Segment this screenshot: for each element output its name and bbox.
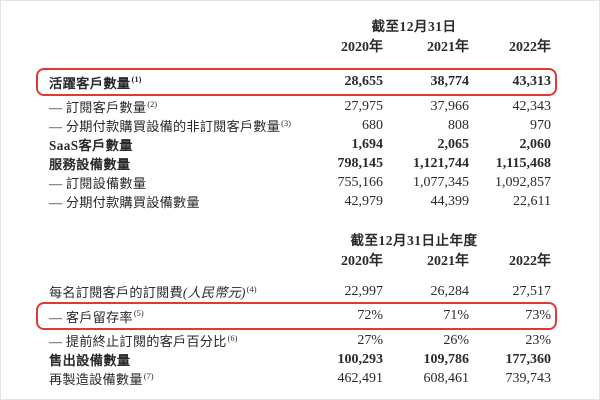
value-2020: 27,975 [344,98,384,114]
value-2021: 808 [448,117,469,133]
row-label-text: — 分期付款購買設備數量 [49,195,200,210]
table-row-remanufactured-devices: 再製造設備數量(7) 462,491 608,461 739,743 [49,369,551,388]
value-2020: 72% [357,308,383,323]
row-label: SaaS客戶數量 [49,135,293,154]
year-header-row: 2020年 2021年 2022年 [49,249,551,270]
value-2022: 43,313 [512,74,552,89]
year-header-2022: 2022年 [509,39,551,55]
value-2021: 2,065 [437,136,470,152]
table-row-devices-in-service: 服務設備數量 798,145 1,121,744 1,115,468 [49,154,551,173]
table-row-subscription-fee-per-customer: 每名訂閱客戶的訂閱費(人民幣元)(4) 22,997 26,284 27,517 [49,282,551,301]
row-label-text: — 客戶留存率 [49,309,133,325]
value-2020: 27% [357,332,383,348]
value-2021: 71% [443,308,469,323]
value-2020: 1,694 [351,136,384,152]
year-header-row: 2020年 2021年 2022年 [49,35,551,56]
row-label: 再製造設備數量(7) [49,369,293,388]
value-2021: 109,786 [423,351,470,367]
row-label: 活躍客戶數量(1) [49,73,293,92]
row-label: — 提前終止訂閱的客戶百分比(6) [49,331,293,350]
row-label: — 分期付款購買設備數量 [49,192,293,211]
value-2022: 73% [525,308,551,323]
footnote-marker: (6) [227,332,238,343]
financial-metrics-table: 截至12月31日 2020年 2021年 2022年 活躍客戶數量(1) 28,… [36,15,557,388]
row-label: 售出設備數量 [49,350,293,369]
period-header: 截至12月31日止年度 [350,233,478,248]
row-label: 每名訂閱客戶的訂閱費(人民幣元)(4) [49,282,293,301]
value-2020: 42,979 [344,193,384,209]
row-label-currency-note: (人民幣元) [182,285,246,300]
footnote-marker: (2) [147,98,158,109]
value-2022: 739,743 [505,370,552,386]
value-2022: 42,343 [512,98,552,114]
value-2022: 2,060 [519,136,552,152]
value-2022: 23% [525,332,551,348]
value-2022: 1,092,857 [495,174,551,190]
row-label-text: 再製造設備數量 [49,372,143,387]
value-2021: 44,399 [430,193,470,209]
row-label: 服務設備數量 [49,154,293,173]
value-2021: 38,774 [430,74,470,89]
table-row-active-customers: 活躍客戶數量(1) 28,655 38,774 43,313 [36,67,557,97]
value-2020: 22,997 [344,283,384,299]
year-header-2022: 2022年 [509,253,551,269]
row-label: — 客戶留存率(5) [49,307,293,326]
footnote-marker: (1) [131,74,142,85]
period-header: 截至12月31日 [371,19,457,34]
value-2020: 100,293 [337,351,384,367]
row-label: — 訂閱設備數量 [49,173,293,192]
row-label: — 分期付款購買設備的非訂閱客戶數量(3) [49,116,293,135]
table-row-customer-retention-rate: — 客戶留存率(5) 72% 71% 73% [36,301,557,331]
footnote-marker: (3) [281,117,292,128]
year-header-2020: 2020年 [341,39,383,55]
table-row-installment-devices: — 分期付款購買設備數量 42,979 44,399 22,611 [49,192,551,211]
year-header-2021: 2021年 [427,253,469,269]
footnote-marker: (7) [143,370,154,381]
row-label-text: 每名訂閱客戶的訂閱費 [49,285,183,300]
table-section-customers: 截至12月31日 2020年 2021年 2022年 活躍客戶數量(1) 28,… [36,15,557,211]
value-2021: 26% [443,332,469,348]
value-2022: 177,360 [505,351,552,367]
value-2020: 755,166 [337,174,384,190]
value-2022: 970 [530,117,551,133]
value-2020: 28,655 [344,74,384,89]
table-row-subscription-devices: — 訂閱設備數量 755,166 1,077,345 1,092,857 [49,173,551,192]
table-row-subscription-customers: — 訂閱客戶數量(2) 27,975 37,966 42,343 [49,97,551,116]
row-label-text: SaaS客戶數量 [49,138,133,153]
value-2021: 26,284 [430,283,470,299]
value-2020: 798,145 [337,155,384,171]
table-section-fees-retention: 截至12月31日止年度 2020年 2021年 2022年 每名訂閱客戶的訂閱費… [36,229,557,388]
value-2020: 680 [362,117,383,133]
row-label-text: 售出設備數量 [49,353,131,368]
row-label-text: — 訂閱客戶數量 [49,100,147,115]
row-label-text: 活躍客戶數量 [49,75,131,91]
table-row-devices-sold: 售出設備數量 100,293 109,786 177,360 [49,350,551,369]
row-label-text: — 訂閱設備數量 [49,176,147,191]
row-label-text: — 分期付款購買設備的非訂閱客戶數量 [49,119,281,134]
value-2022: 1,115,468 [495,155,551,171]
value-2020: 462,491 [337,370,384,386]
table-row-saas-customers: SaaS客戶數量 1,694 2,065 2,060 [49,135,551,154]
footnote-marker: (4) [246,283,257,294]
footnote-marker: (5) [133,308,144,319]
period-header-row: 截至12月31日止年度 [49,229,551,249]
row-label-text: 服務設備數量 [49,157,131,172]
value-2022: 22,611 [513,193,551,209]
value-2021: 1,121,744 [413,155,469,171]
year-header-2020: 2020年 [341,253,383,269]
year-header-2021: 2021年 [427,39,469,55]
table-row-early-termination-percentage: — 提前終止訂閱的客戶百分比(6) 27% 26% 23% [49,331,551,350]
value-2021: 1,077,345 [413,174,469,190]
value-2021: 37,966 [430,98,470,114]
row-label: — 訂閱客戶數量(2) [49,97,293,116]
table-row-installment-nonsub-customers: — 分期付款購買設備的非訂閱客戶數量(3) 680 808 970 [49,116,551,135]
row-label-text: — 提前終止訂閱的客戶百分比 [49,334,227,349]
period-header-row: 截至12月31日 [49,15,551,35]
value-2021: 608,461 [423,370,470,386]
value-2022: 27,517 [512,283,552,299]
